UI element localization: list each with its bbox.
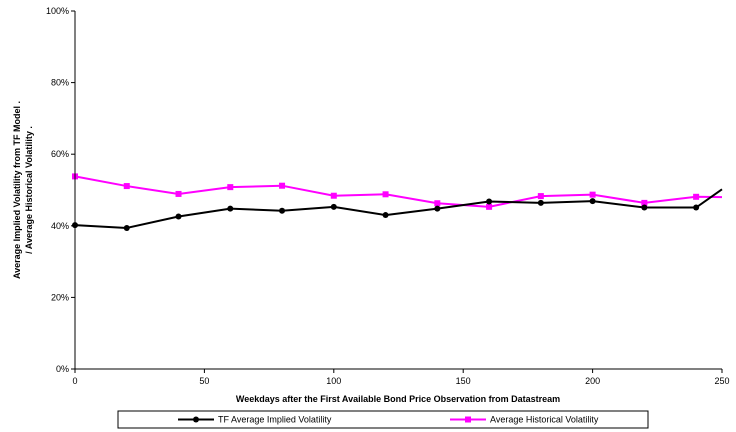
data-point (279, 182, 286, 189)
y-tick-label: 40% (51, 221, 69, 231)
legend: TF Average Implied Volatility Average His… (117, 410, 649, 429)
data-point (123, 224, 130, 231)
data-point (227, 184, 234, 191)
data-point (330, 192, 337, 199)
series-line (74, 188, 723, 229)
y-axis-title-line-2: / Average Historical Volatility . (24, 126, 34, 254)
data-point (537, 199, 544, 206)
data-point (434, 200, 441, 207)
legend-label: TF Average Implied Volatility (218, 415, 332, 425)
x-tick-label: 250 (714, 376, 729, 386)
data-point (589, 191, 596, 198)
legend-swatch-marker (193, 416, 199, 423)
legend-swatch-marker (465, 416, 471, 423)
data-point (382, 212, 389, 219)
data-point (589, 198, 596, 205)
data-point (537, 193, 544, 200)
series-layer (72, 173, 723, 231)
series-tf-average-implied-volatility (72, 188, 723, 231)
legend-item-tf-average-implied-volatility: TF Average Implied Volatility (178, 415, 332, 425)
y-tick-label: 60% (51, 149, 69, 159)
legend-label: Average Historical Volatility (490, 415, 599, 425)
x-axis-ticks: 0 50 100 150 200 250 (72, 369, 730, 386)
data-point (382, 191, 389, 198)
x-tick-label: 100 (326, 376, 341, 386)
y-tick-label: 20% (51, 292, 69, 302)
series-line (74, 175, 723, 208)
data-point (123, 183, 130, 190)
x-tick-label: 200 (585, 376, 600, 386)
y-tick-label: 0% (56, 364, 69, 374)
x-tick-label: 50 (199, 376, 209, 386)
y-tick-label: 80% (51, 78, 69, 88)
data-point (434, 205, 441, 212)
data-point (279, 207, 286, 214)
legend-item-average-historical-volatility: Average Historical Volatility (450, 415, 599, 425)
data-point (641, 199, 648, 206)
data-point (175, 190, 182, 197)
y-axis-title-line-1: Average Implied Volatility from TF Model… (12, 101, 22, 279)
x-tick-label: 0 (72, 376, 77, 386)
data-point (693, 204, 700, 211)
y-axis-title: Average Implied Volatility from TF Model… (12, 101, 34, 279)
data-point (486, 203, 493, 210)
y-axis-ticks: 0% 20% 40% 60% 80% 100% (46, 6, 75, 374)
legend-box (117, 410, 649, 429)
data-point (330, 203, 337, 210)
data-point (175, 213, 182, 220)
data-point (227, 205, 234, 212)
x-axis-title: Weekdays after the First Available Bond … (236, 394, 560, 404)
x-tick-label: 150 (456, 376, 471, 386)
data-point (486, 198, 493, 205)
data-point (693, 193, 700, 200)
data-point (641, 204, 648, 211)
y-tick-label: 100% (46, 6, 69, 16)
